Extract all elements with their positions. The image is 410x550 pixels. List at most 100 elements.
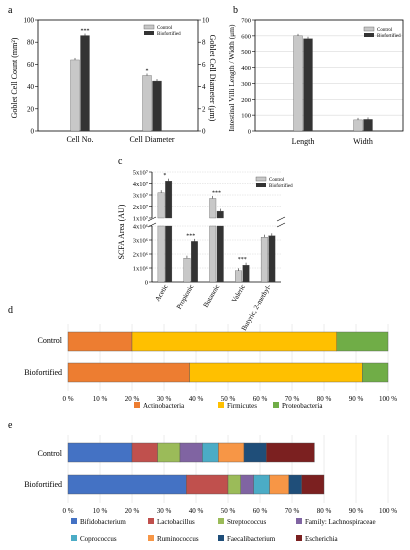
panel-e-category-biofortified: Biofortified [24,480,62,489]
panel-d-xtick-label: 10 % [93,395,108,403]
panel-e-legend-swatch-ruminococcus [148,535,154,541]
panel-d-xtick-label: 100 % [379,395,397,403]
panel-e-xtick-label: 50 % [221,507,236,515]
panel-d-legend-swatch-firmicutes [218,402,224,408]
panel-c-axis-break [276,222,286,228]
panel-d-category-control: Control [38,336,63,345]
panel-c-axis-break [147,216,157,222]
panel-d-xtick-label: 70 % [285,395,300,403]
panel-c-ytick-label: 1x10⁶ [133,266,148,273]
panel-c-bar-control-upper [157,192,165,219]
panel-b-legend-swatch-control [363,26,375,32]
panel-a-ytick-right-label: 6 [202,61,206,69]
panel-b-ytick-label: 0 [248,129,251,136]
panel-a-frame [37,19,199,132]
panel-b-legend-control: Control [377,28,393,33]
panel-d-legend-swatch-proteobacteria [273,402,279,408]
panel-c-bar-control [209,225,217,283]
panel-c-xtick-label: Propionic [175,283,196,311]
panel-b-plot: 0 100 200 300 400 500 600 700 Length Width [241,18,404,146]
panel-d-xtick-label: 0 % [62,395,73,403]
panel-e-legend-swatch-faecalibacterium [218,535,224,541]
panel-e-xtick-label: 10 % [93,507,108,515]
panel-b-ytick-label: 600 [241,33,251,40]
panel-d: d Control Biofortified 0 % 10 % 20 % 30 % 40… [8,305,397,410]
panel-c-ylabel: SCFA Area (AU) [117,204,126,259]
panel-e-xtick-label: 70 % [285,507,300,515]
panel-c-legend-control: Control [269,178,285,183]
panel-d-xtick-label: 30 % [157,395,172,403]
panel-c-ytick-label: 3x10⁶ [133,238,148,245]
panel-e-segment-lactobacillus [186,474,229,495]
panel-a: a Goblet Cell Count (mm²) Goblet Cell Di… [8,5,217,144]
panel-d-legend-firmicutes: Firmicutes [227,402,257,410]
panel-e-legend-swatch-bifidobacterium [71,518,77,524]
panel-c-significance: *** [212,190,221,196]
panel-c-ytick-label: 1x10⁷ [133,216,148,223]
panel-e-segment-coprococcus [202,442,219,463]
panel-e-xtick-label: 60 % [253,507,268,515]
panel-e: e Control Biofortified 0 % 10 % 20 % 30 % 40… [8,420,397,543]
panel-d-xtick-label: 60 % [253,395,268,403]
panel-b-ytick-label: 400 [241,65,251,72]
panel-d-xtick-label: 50 % [221,395,236,403]
panel-e-segment-coprococcus [253,474,270,495]
panel-e-xtick-label: 0 % [62,507,73,515]
panel-e-legend-swatch-lactobacillus [148,518,154,524]
panel-c-ytick-label: 5x10⁷ [133,170,148,177]
panel-c-bar-biofortified [242,265,250,283]
panel-d-segment-actinobacteria [67,362,190,383]
panel-b-legend-swatch-bio [364,33,374,37]
panel-e-xtick-label: 40 % [189,507,204,515]
panel-e-legend-lachnospiraceae: Family: Lachnospiraceae [305,518,376,526]
panel-e-category-control: Control [38,449,63,458]
panel-d-segment-firmicutes [189,362,363,383]
panel-a-plot: 0 20 40 60 80 100 0 2 4 6 8 10 Cell No. *** Cell Diame… [24,17,210,145]
panel-d-label: d [8,305,13,316]
panel-c-legend-swatch-control [255,176,267,182]
panel-d-segment-firmicutes [131,331,338,352]
panel-e-xtick-label: 90 % [349,507,364,515]
panel-d-legend-actinobacteria: Actinobacteria [143,402,185,410]
panel-e-label: e [8,420,13,431]
panel-c-ytick-label: 4x10⁷ [133,181,148,188]
panel-d-plot: 0 % 10 % 20 % 30 % 40 % 50 % 60 % 70 % 80 % 90 % 1… [62,324,397,403]
panel-c-label: c [118,156,123,167]
panel-a-significance: *** [81,29,90,35]
panel-a-ytick-label: 100 [24,17,35,25]
panel-c-significance: * [163,173,166,179]
panel-e-segment-ruminococcus [218,442,245,463]
panel-a-significance: * [146,69,149,75]
panel-c-bar-control [260,237,268,283]
panel-a-bar-control [70,59,80,132]
panel-e-segment-bifidobacterium [67,474,187,495]
panel-e-xtick-label: 100 % [379,507,397,515]
panel-b-label: b [233,5,238,16]
panel-a-ytick-label: 0 [31,128,35,136]
panel-e-plot: 0 % 10 % 20 % 30 % 40 % 50 % 60 % 70 % 80 % 90 % 1… [62,435,397,515]
panel-d-segment-actinobacteria [67,331,133,352]
panel-e-xtick-label: 30 % [157,507,172,515]
panel-e-segment-faecalibacterium [288,474,302,495]
panel-b-ytick-label: 700 [241,18,251,25]
panel-c-xtick-label: Acetic [154,283,170,303]
panel-e-segment-escherichia [266,442,315,463]
panel-c-axis-break [147,222,157,228]
panel-b-ytick-label: 300 [241,81,251,88]
panel-e-segment-bifidobacterium [67,442,133,463]
panel-c: c SCFA Area (AU) 1x10⁷ 2x10⁷ 3x10⁷ 4x10⁷ 5x1… [117,156,293,332]
panel-e-legend-ruminococcus: Ruminococcus [157,535,199,543]
panel-a-ytick-label: 80 [27,39,35,47]
panel-a-ytick-right-label: 10 [202,17,210,25]
panel-e-legend-swatch-lachnospiraceae [296,518,302,524]
panel-b-ytick-label: 200 [241,97,251,104]
panel-d-legend-proteobacteria: Proteobacteria [282,402,323,410]
panel-e-segment-faecalibacterium [243,442,267,463]
panel-c-bar-control [183,258,191,283]
panel-a-legend-bio: Biofortified [157,32,181,37]
panel-b-bar-control [293,35,303,132]
panel-a-xtick-label: Cell No. [66,135,93,144]
panel-b-xtick-label: Length [292,137,315,146]
panel-e-segment-ruminococcus [269,474,290,495]
panel-a-label: a [8,5,13,16]
